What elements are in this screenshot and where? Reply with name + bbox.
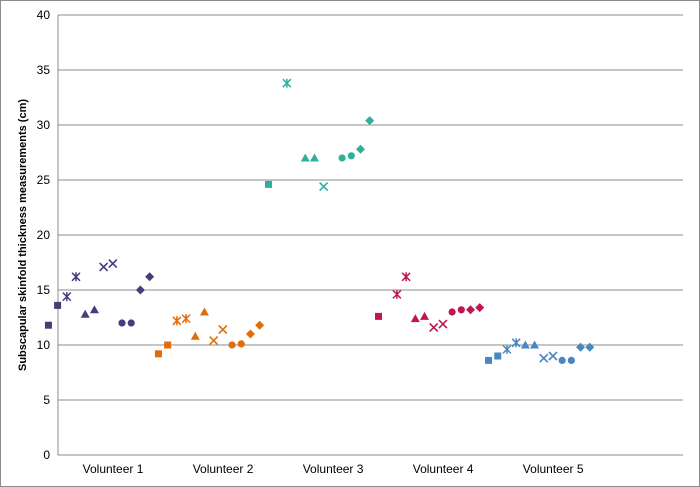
data-point-v2-2: [164, 341, 172, 349]
x-category-label: Volunteer 4: [413, 462, 474, 476]
data-point-v5-9: [558, 356, 566, 364]
data-point-v1-7: [99, 262, 109, 272]
data-point-v1-6: [89, 305, 99, 314]
y-tick-label: 10: [37, 338, 51, 352]
data-point-v1-2: [54, 301, 62, 309]
data-point-v4-1: [375, 312, 383, 320]
data-point-v4-11: [466, 305, 476, 315]
y-tick-label: 35: [37, 63, 51, 77]
y-tick-label: 40: [37, 8, 51, 22]
x-category-label: Volunteer 5: [523, 462, 584, 476]
data-point-v5-6: [530, 340, 540, 349]
data-point-v5-2: [494, 352, 502, 360]
data-point-v4-9: [448, 308, 456, 316]
data-point-v4-10: [457, 306, 465, 314]
data-point-v1-3: [62, 292, 72, 302]
data-point-v4-6: [420, 311, 430, 320]
data-point-v2-1: [154, 350, 162, 358]
data-point-v4-7: [429, 322, 439, 332]
data-point-v1-9: [118, 319, 126, 327]
data-point-v5-4: [511, 338, 521, 348]
data-point-v3-11: [355, 144, 365, 154]
data-point-v4-5: [410, 314, 420, 323]
data-point-v5-8: [548, 351, 558, 361]
y-tick-label: 20: [37, 228, 51, 242]
data-point-v3-1: [264, 180, 272, 188]
data-point-v1-11: [135, 285, 145, 295]
data-point-v2-10: [237, 340, 245, 348]
data-point-v5-7: [539, 353, 549, 363]
data-point-v4-12: [475, 303, 485, 313]
data-point-v3-3: [282, 78, 292, 88]
data-point-v1-4: [71, 272, 81, 282]
data-point-v2-8: [218, 325, 228, 335]
data-point-v3-12: [365, 116, 375, 126]
y-axis-title: Subscapular skinfold thickness measureme…: [17, 99, 29, 371]
data-point-v2-6: [199, 307, 209, 316]
y-tick-label: 15: [37, 283, 51, 297]
y-tick-label: 5: [43, 393, 50, 407]
data-point-v2-9: [228, 341, 236, 349]
data-point-v1-5: [80, 309, 90, 318]
data-point-v2-5: [190, 331, 200, 340]
data-point-v2-4: [181, 314, 191, 324]
data-point-v3-7: [319, 182, 329, 192]
data-point-v2-3: [172, 316, 182, 326]
data-point-v1-1: [44, 321, 52, 329]
data-point-v2-7: [209, 336, 219, 346]
data-point-v5-3: [502, 344, 512, 354]
data-point-v5-5: [520, 340, 530, 349]
data-point-v2-12: [255, 320, 265, 330]
data-point-v4-4: [401, 272, 411, 282]
gridlines: [57, 14, 683, 456]
data-point-v1-10: [127, 319, 135, 327]
data-point-v1-8: [108, 259, 118, 269]
x-category-label: Volunteer 1: [83, 462, 144, 476]
data-point-v4-3: [392, 289, 402, 299]
data-point-v3-5: [300, 153, 310, 162]
data-point-v5-11: [576, 342, 586, 352]
y-tick-label: 30: [37, 118, 51, 132]
y-tick-labels: 0 5 10 15 20 25 30 35 40: [37, 8, 51, 462]
x-category-label: Volunteer 3: [303, 462, 364, 476]
data-points: [44, 78, 595, 364]
y-tick-label: 0: [43, 448, 50, 462]
data-point-v5-10: [567, 356, 575, 364]
data-point-v2-11: [245, 329, 255, 339]
data-point-v3-10: [347, 152, 355, 160]
data-point-v1-12: [145, 272, 155, 282]
x-category-label: Volunteer 2: [193, 462, 254, 476]
data-point-v5-12: [585, 342, 595, 352]
x-category-labels: Volunteer 1 Volunteer 2 Volunteer 3 Volunte…: [83, 462, 584, 476]
data-point-v3-9: [338, 154, 346, 162]
data-point-v4-8: [438, 319, 448, 329]
data-point-v5-1: [485, 356, 493, 364]
y-tick-label: 25: [37, 173, 51, 187]
data-point-v3-6: [309, 153, 319, 162]
